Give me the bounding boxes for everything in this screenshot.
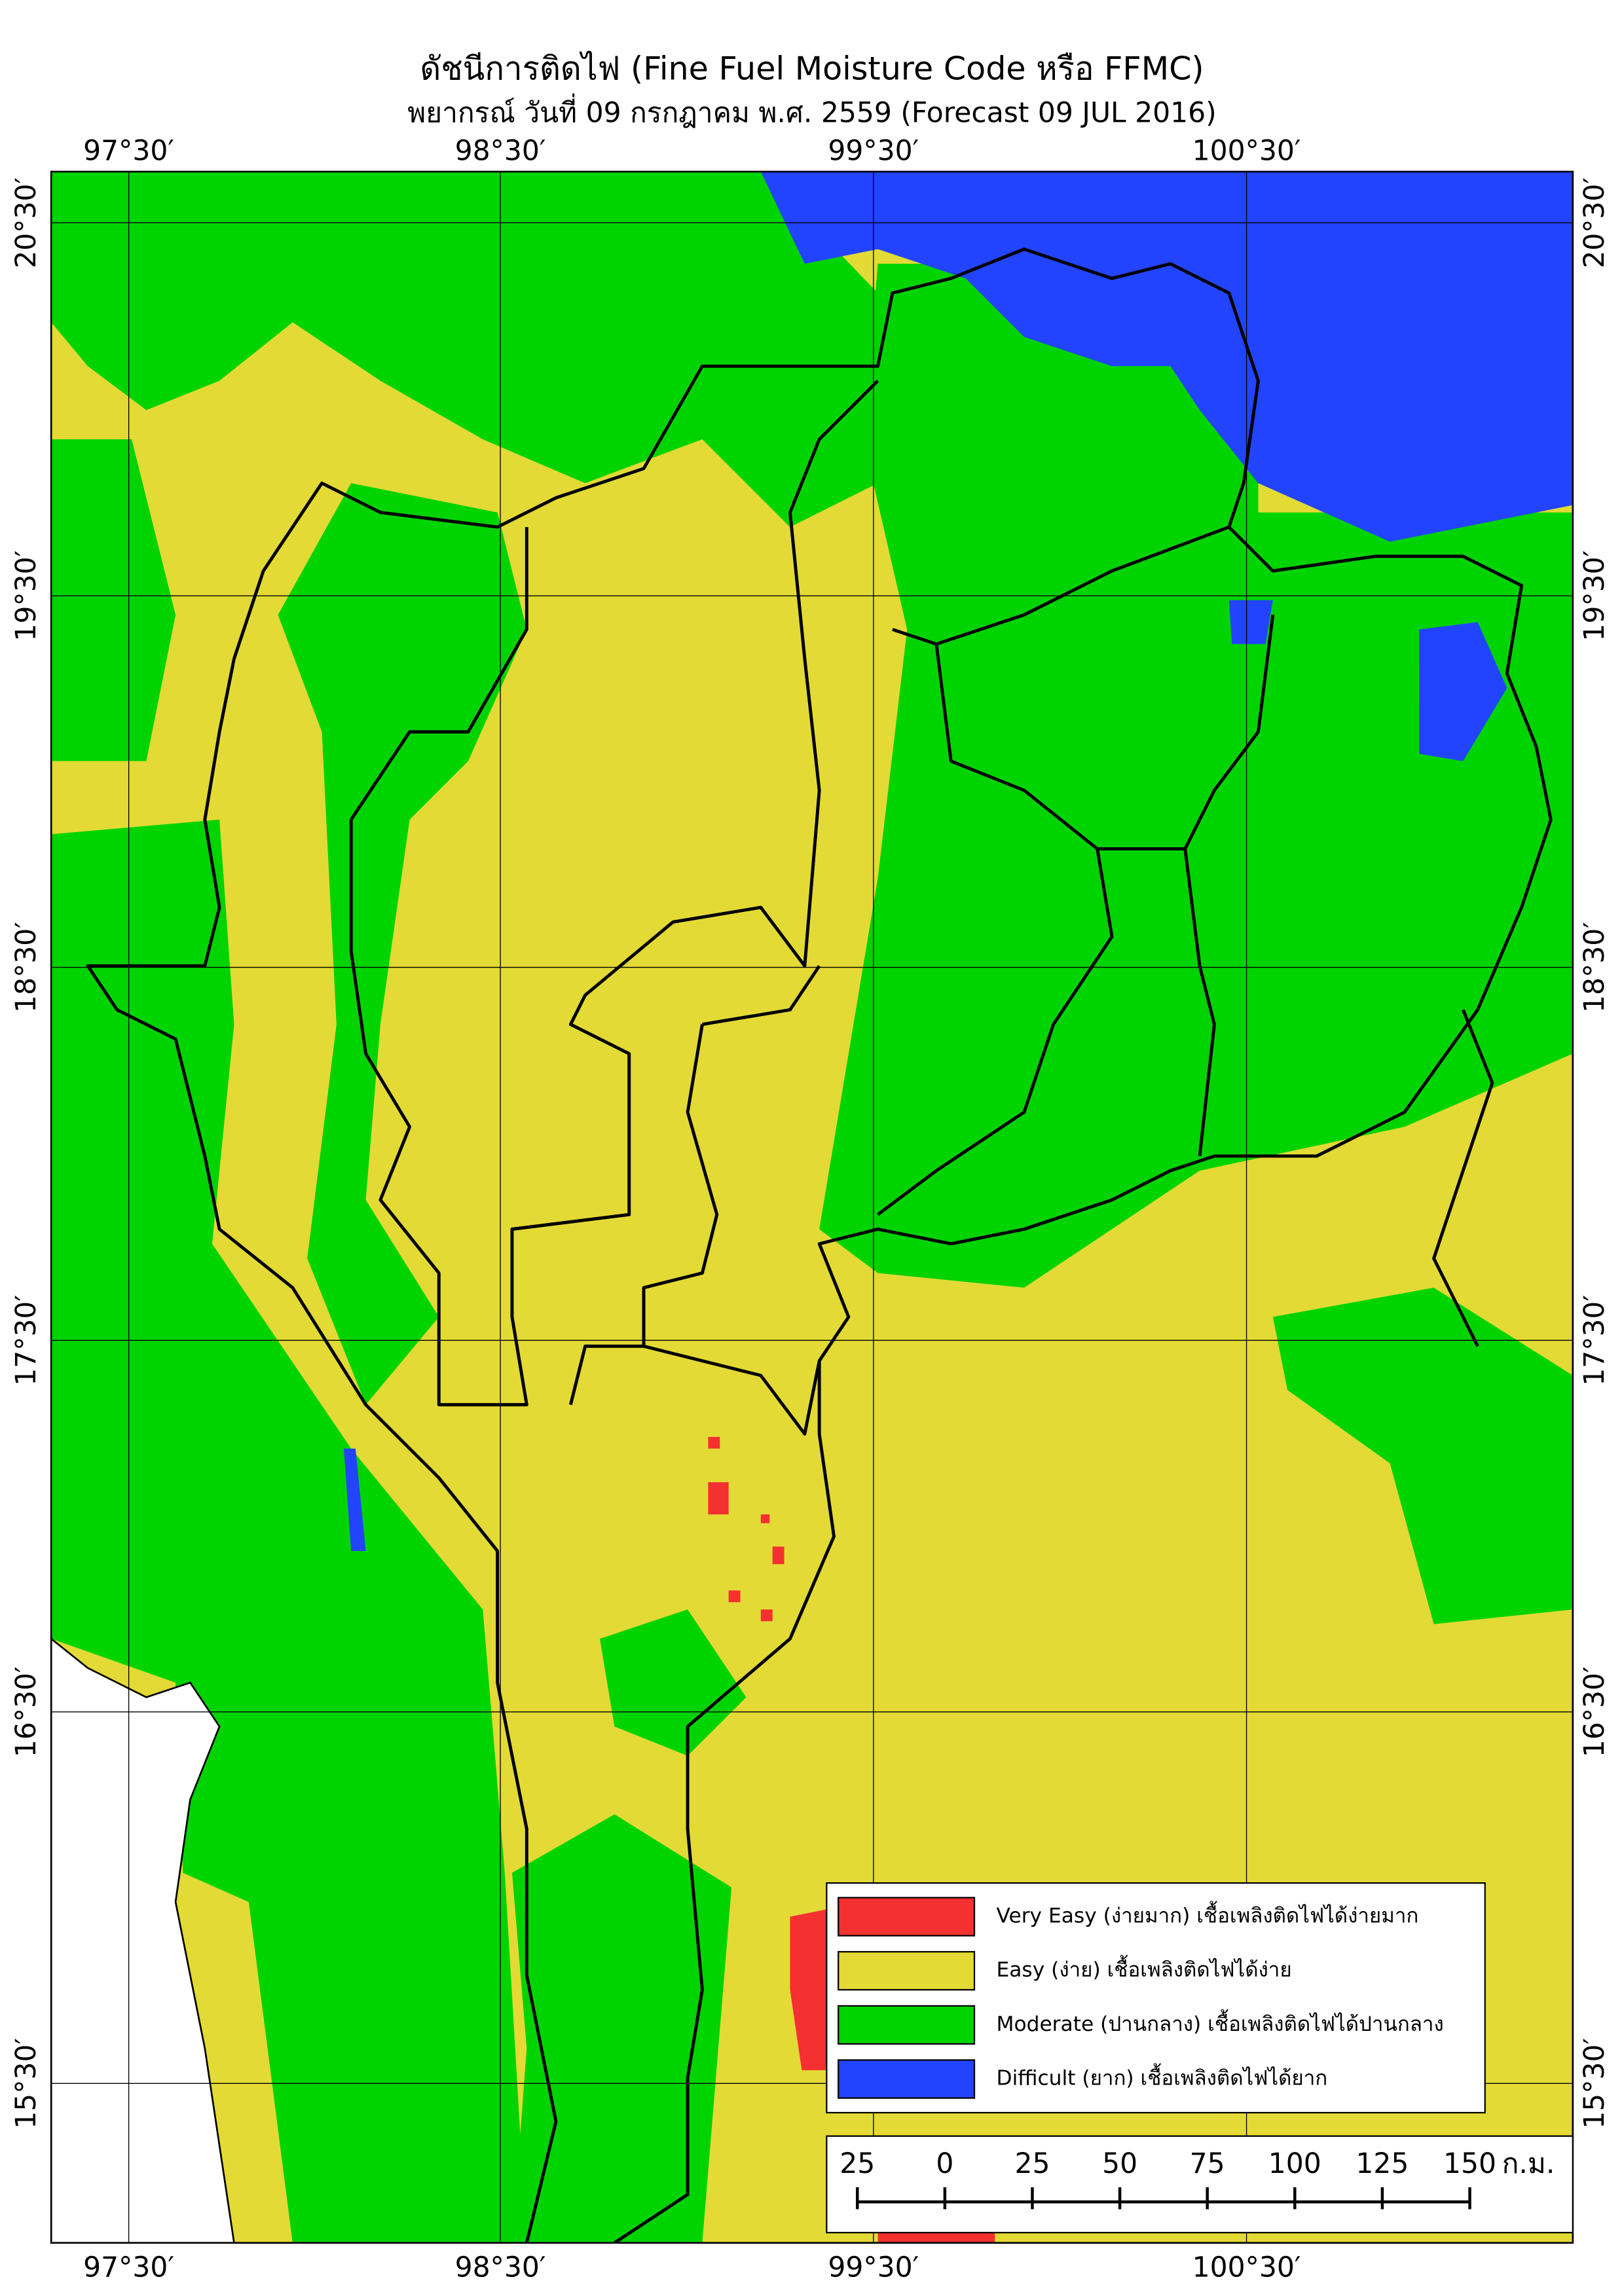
scale-tick-label: 75 xyxy=(1190,2148,1225,2180)
zone-very-easy xyxy=(708,1482,729,1515)
province-border xyxy=(568,964,821,1436)
legend-swatch xyxy=(838,2059,976,2099)
zone-very-easy xyxy=(760,1514,770,1523)
scale-unit: ก.ม. xyxy=(1502,2148,1555,2180)
zone-moderate xyxy=(51,172,936,528)
title: ดัชนีการติดไฟ (Fine Fuel Moisture Code ห… xyxy=(420,49,1204,87)
longitude-label: 98°30′ xyxy=(455,136,546,168)
longitude-label: 99°30′ xyxy=(828,2252,919,2284)
province-border xyxy=(232,247,1553,2243)
graticule: 97°30′ 97°30′ 98°30′ 98°30′ 99°30′ 99°30′ 100°… xyxy=(10,136,1611,2284)
zone-moderate xyxy=(1272,1287,1573,1624)
scale-tick-label: 0 xyxy=(936,2148,953,2180)
longitude-label: 100°30′ xyxy=(1192,2252,1301,2284)
legend-swatch xyxy=(838,2005,976,2045)
zone-moderate xyxy=(51,439,176,761)
scale-tick-label: 25 xyxy=(840,2148,875,2180)
latitude-label: 15°30′ xyxy=(10,2038,43,2129)
latitude-label: 17°30′ xyxy=(1579,1295,1611,1386)
zone-very-easy xyxy=(877,2232,995,2243)
legend-swatch xyxy=(838,1897,976,1937)
scale-tick-label: 100 xyxy=(1268,2148,1321,2180)
scale-tick-label: 25 xyxy=(1014,2148,1050,2180)
legend-label: Difficult (ยาก) เชื้อเพลิงติดไฟได้ยาก xyxy=(997,2063,1328,2090)
scale-tick-label: 125 xyxy=(1356,2148,1409,2180)
zone-very-easy xyxy=(772,1546,784,1565)
latitude-label: 16°30′ xyxy=(10,1666,43,1757)
province-border xyxy=(86,658,558,2243)
legend-swatch xyxy=(838,1951,976,1991)
scale-bar-box xyxy=(826,2135,1574,2234)
raster xyxy=(51,172,1573,2243)
zone-difficult xyxy=(1419,622,1507,761)
province-border xyxy=(1432,1009,1494,1347)
latitude-label: 20°30′ xyxy=(10,177,43,268)
latitude-label: 17°30′ xyxy=(10,1295,43,1386)
longitude-label: 99°30′ xyxy=(828,136,919,168)
subtitle: พยากรณ์ วันที่ 09 กรกฎาคม พ.ศ. 2559 (For… xyxy=(407,94,1216,130)
zone-moderate xyxy=(511,1814,732,2243)
latitude-label: 20°30′ xyxy=(1579,177,1611,268)
longitude-label: 97°30′ xyxy=(83,2252,174,2284)
latitude-label: 19°30′ xyxy=(10,551,43,642)
scale-tick-label: 50 xyxy=(1102,2148,1137,2180)
zone-moderate xyxy=(278,483,527,1405)
zone-very-easy xyxy=(728,1590,741,1603)
sea xyxy=(51,1639,234,2243)
province-border xyxy=(349,379,879,1407)
zone-very-easy xyxy=(760,1609,773,1622)
zone-very-easy xyxy=(790,1909,827,2071)
latitude-label: 19°30′ xyxy=(1579,551,1611,642)
scale-bar: 25 0 25 50 75 100 125 150 ก.ม. xyxy=(840,2148,1555,2210)
latitude-label: 18°30′ xyxy=(10,922,43,1013)
zone-very-easy xyxy=(708,1436,720,1449)
legend: Very Easy (ง่ายมาก) เชื้อเพลิงติดไฟได้ง่… xyxy=(838,1897,1444,2099)
zone-difficult xyxy=(760,172,1573,542)
longitude-label: 97°30′ xyxy=(83,136,174,168)
zone-moderate xyxy=(51,819,527,2243)
latitude-label: 18°30′ xyxy=(1579,922,1611,1013)
longitude-label: 98°30′ xyxy=(455,2252,546,2284)
latitude-label: 15°30′ xyxy=(1579,2038,1611,2129)
zone-moderate xyxy=(1419,1478,1492,1580)
map-frame xyxy=(50,170,1574,2244)
legend-label: Moderate (ปานกลาง) เชื้อเพลิงติดไฟได้ปาน… xyxy=(997,2009,1444,2036)
province-border xyxy=(877,525,1275,1216)
legend-label: Easy (ง่าย) เชื้อเพลิงติดไฟได้ง่าย xyxy=(997,1954,1292,1982)
zone-difficult xyxy=(1228,600,1273,644)
coastline xyxy=(51,1638,235,2243)
latitude-label: 16°30′ xyxy=(1579,1666,1611,1757)
longitude-label: 100°30′ xyxy=(1192,136,1301,168)
zone-moderate xyxy=(600,1609,747,1756)
scale-tick-label: 150 xyxy=(1443,2148,1496,2180)
legend-label: Very Easy (ง่ายมาก) เชื้อเพลิงติดไฟได้ง่… xyxy=(997,1901,1419,1928)
